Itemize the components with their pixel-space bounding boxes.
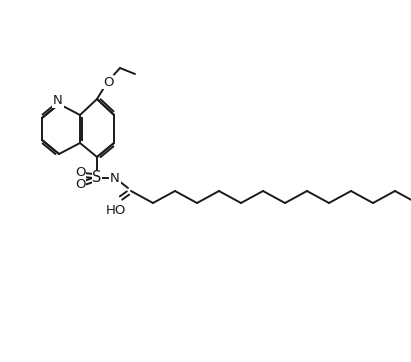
Text: N: N [110,172,120,185]
Text: S: S [92,171,102,185]
Text: O: O [75,178,85,191]
Text: HO: HO [106,203,126,216]
Text: O: O [103,76,113,88]
Text: O: O [75,167,85,180]
Text: N: N [53,94,63,108]
